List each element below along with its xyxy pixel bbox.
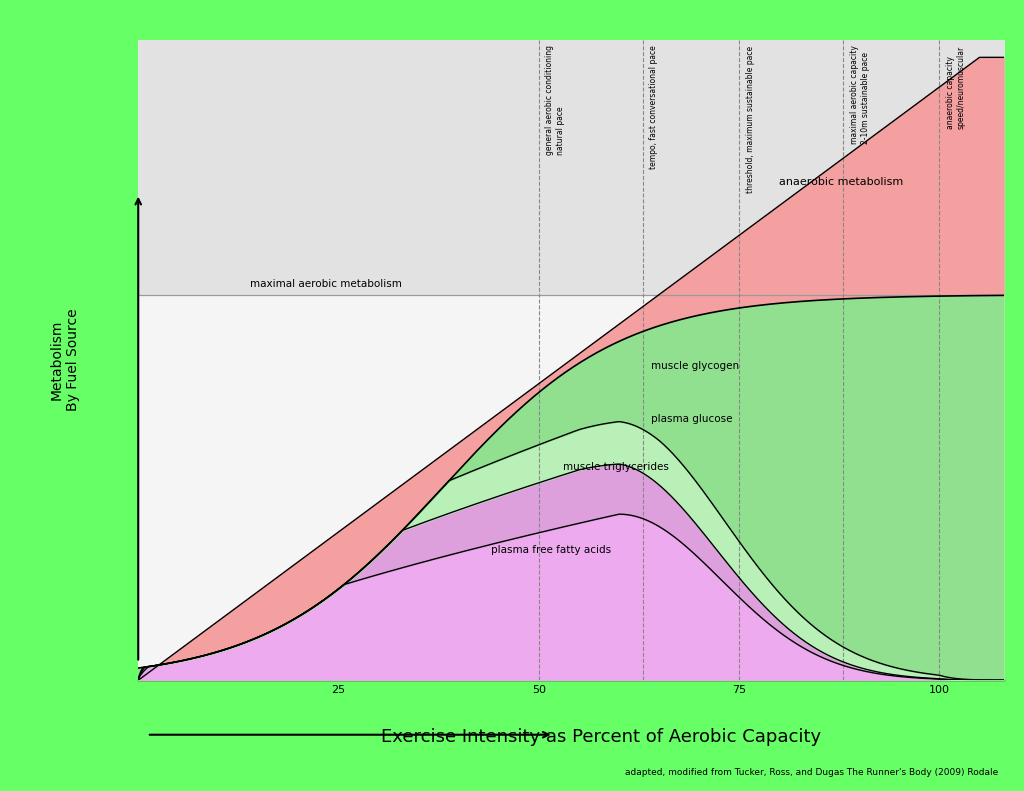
Text: Exercise Intensity as Percent of Aerobic Capacity: Exercise Intensity as Percent of Aerobic… (381, 729, 820, 747)
Text: maximal aerobic capacity
2-10m sustainable pace: maximal aerobic capacity 2-10m sustainab… (850, 45, 869, 144)
Text: anaerobic metabolism: anaerobic metabolism (779, 177, 903, 187)
Text: tempo, fast conversational pace: tempo, fast conversational pace (649, 45, 658, 169)
Text: general aerobic conditioning
natural pace: general aerobic conditioning natural pac… (545, 45, 565, 156)
Text: threshold, maximum sustainable pace: threshold, maximum sustainable pace (745, 45, 755, 192)
Text: adapted, modified from Tucker, Ross, and Dugas The Runner's Body (2009) Rodale: adapted, modified from Tucker, Ross, and… (625, 768, 998, 777)
Text: muscle triglycerides: muscle triglycerides (563, 462, 669, 471)
Text: plasma free fatty acids: plasma free fatty acids (490, 545, 611, 554)
Text: muscle glycogen: muscle glycogen (651, 361, 739, 371)
Text: maximal aerobic metabolism: maximal aerobic metabolism (251, 278, 402, 289)
Text: plasma glucose: plasma glucose (651, 414, 732, 424)
Text: anaerobic capacity
speed/neuromuscular: anaerobic capacity speed/neuromuscular (946, 45, 966, 129)
Text: Metabolism
By Fuel Source: Metabolism By Fuel Source (49, 308, 80, 411)
